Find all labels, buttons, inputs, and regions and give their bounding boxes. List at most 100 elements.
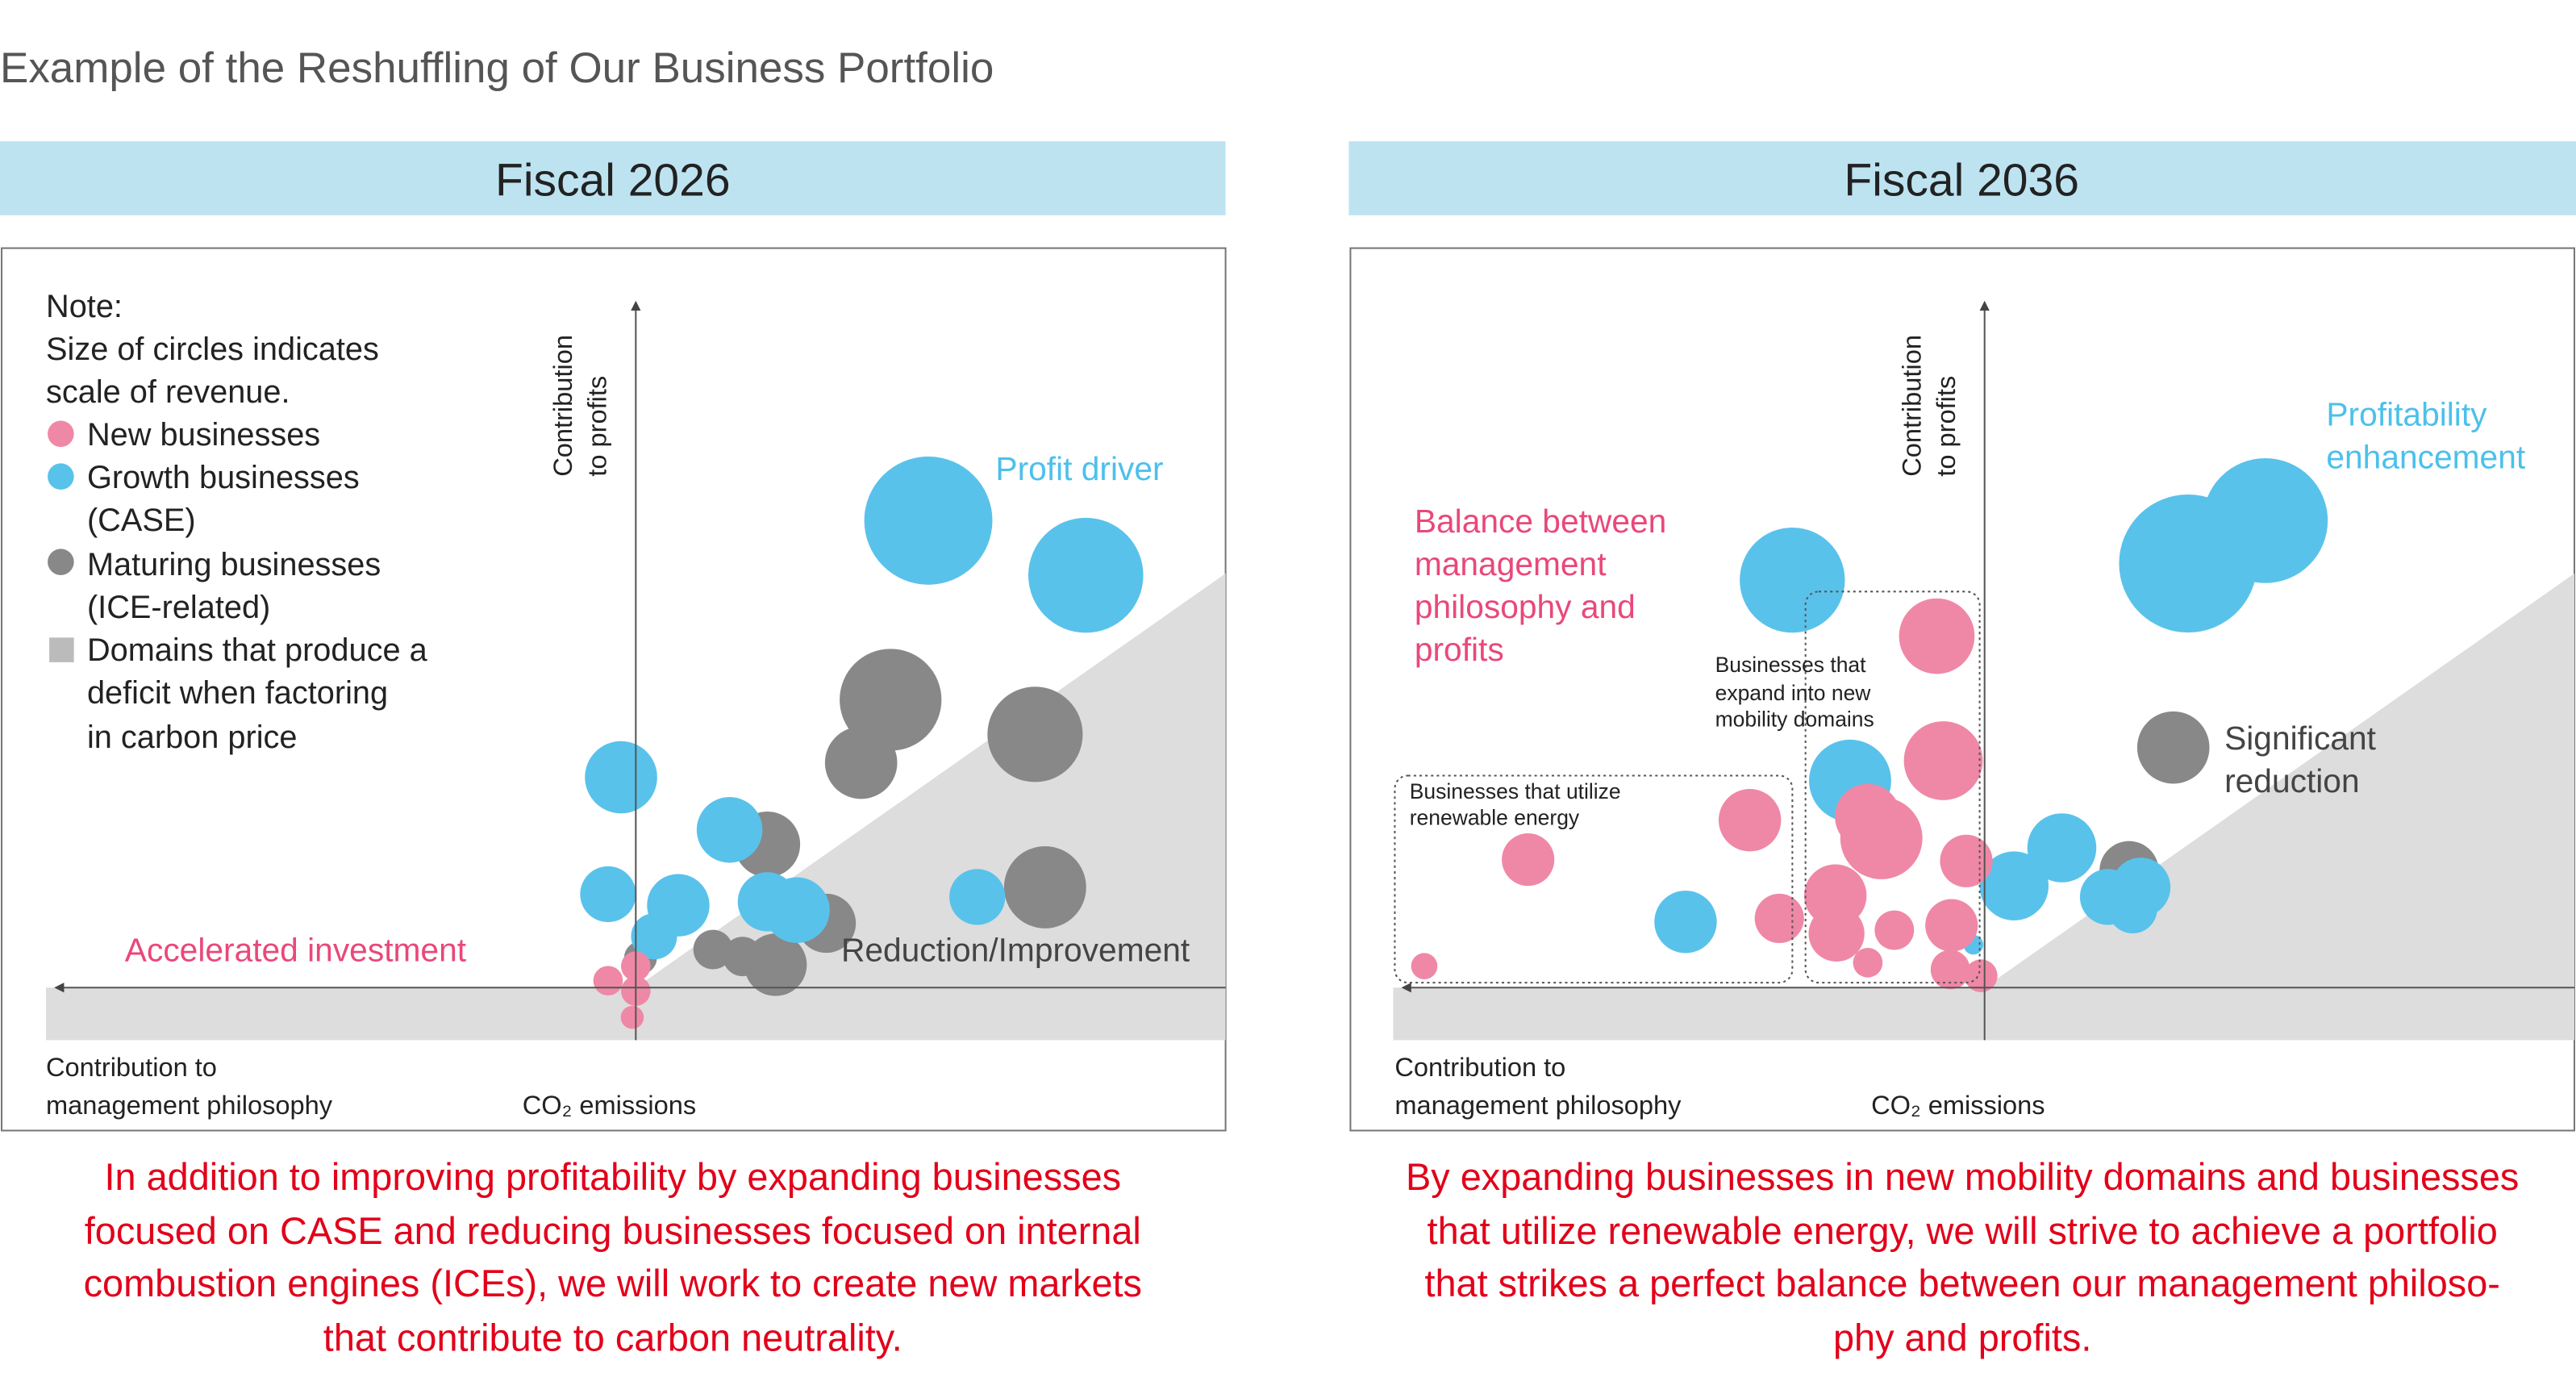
renewable-box-label: Businesses that utilize	[1410, 779, 1621, 803]
new-business-bubble	[620, 1005, 644, 1029]
growth-business-bubble	[1027, 517, 1144, 633]
co2-label-2026: CO₂ emissions	[523, 1090, 696, 1120]
deficit-region-2036	[1393, 573, 2574, 1041]
y-axis-label-2036: to profits	[1931, 376, 1961, 477]
annotation-balance: profits	[1415, 631, 1504, 668]
header-band-2036	[1348, 141, 2576, 215]
growth-business-bubble	[2107, 883, 2157, 934]
legend-growth-swatch-icon	[48, 463, 74, 490]
panel-header-2036: Fiscal 2036	[1844, 154, 2079, 206]
new-business-bubble	[1899, 598, 1975, 674]
growth-business-bubble	[2203, 457, 2328, 583]
legend: Note: Size of circles indicates scale of…	[46, 289, 428, 755]
new-business-bubble	[1930, 949, 1970, 990]
growth-business-bubble	[696, 796, 763, 863]
legend-deficit-swatch-icon	[49, 637, 74, 662]
new-business-bubble	[1502, 833, 1555, 887]
annotation-reduction-improvement: Reduction/Improvement	[841, 932, 1190, 969]
caption-line: phy and profits.	[1833, 1315, 2092, 1358]
x-axis-label-2036: Contribution to	[1394, 1052, 1565, 1082]
growth-business-bubble	[864, 456, 993, 585]
y-axis-label-2036: Contribution	[1896, 335, 1926, 477]
annotation-profitability: Profitability	[2326, 396, 2487, 433]
y-axis-label-2026: to profits	[582, 376, 612, 477]
new-business-bubble	[1835, 783, 1901, 850]
annotation-balance: management	[1415, 545, 1607, 582]
annotation-significant-reduction: Significant	[2224, 720, 2377, 757]
legend-deficit-label: Domains that produce a	[87, 632, 428, 668]
legend-note-line: scale of revenue.	[46, 374, 290, 410]
legend-maturing-swatch-icon	[48, 549, 74, 575]
mobility-box-label: mobility domains	[1715, 707, 1874, 731]
new-business-bubble	[1411, 953, 1438, 979]
maturing-business-bubble	[987, 686, 1083, 782]
growth-business-bubble	[585, 741, 657, 814]
annotation-balance: philosophy and	[1415, 588, 1636, 625]
legend-note-line: Size of circles indicates	[46, 332, 379, 367]
annotation-balance: Balance between	[1415, 503, 1666, 540]
maturing-business-bubble	[693, 929, 733, 970]
mobility-box-label: Businesses that	[1715, 653, 1867, 677]
co2-label-2036: CO₂ emissions	[1871, 1090, 2045, 1120]
maturing-business-bubble	[840, 649, 942, 751]
new-business-bubble	[1718, 789, 1782, 852]
growth-business-bubble	[764, 877, 830, 943]
annotation-accelerated-investment: Accelerated investment	[125, 932, 467, 969]
legend-growth-label: (CASE)	[87, 503, 196, 538]
caption-line: that strikes a perfect balance between o…	[1424, 1262, 2500, 1305]
growth-business-bubble	[1979, 851, 2049, 920]
legend-maturing-label: (ICE-related)	[87, 590, 270, 625]
page-title: Example of the Reshuffling of Our Busine…	[0, 44, 994, 92]
deficit-region-2026	[46, 573, 1226, 1041]
annotation-profit-driver: Profit driver	[995, 450, 1163, 487]
new-business-bubble	[1874, 910, 1915, 950]
maturing-business-bubble	[744, 933, 807, 996]
legend-maturing-label: Maturing businesses	[87, 547, 381, 582]
legend-new-swatch-icon	[48, 420, 74, 448]
caption-2026: In addition to improving profitability b…	[0, 1150, 1226, 1364]
legend-note: Note:	[46, 289, 123, 324]
caption-line: combustion engines (ICEs), we will work …	[83, 1262, 1142, 1305]
x-axis-label-2026: Contribution to	[46, 1052, 217, 1082]
caption-line: that utilize renewable energy, we will s…	[1427, 1208, 2498, 1252]
renewable-energy-box	[1394, 774, 1794, 984]
bubbles-2026	[580, 456, 1144, 1029]
caption-line: that contribute to carbon neutrality.	[323, 1315, 902, 1358]
legend-new-label: New businesses	[87, 417, 320, 453]
growth-business-bubble	[949, 869, 1006, 925]
growth-business-bubble	[580, 866, 636, 923]
maturing-business-bubble	[824, 726, 898, 799]
legend-deficit-label: in carbon price	[87, 720, 298, 755]
panel-header-2026: Fiscal 2026	[495, 154, 731, 206]
new-business-bubble	[1853, 948, 1883, 978]
mobility-box-label: expand into new	[1715, 681, 1872, 705]
y-axis-label-2026: Contribution	[548, 335, 577, 477]
renewable-box-label: renewable energy	[1410, 806, 1580, 830]
maturing-business-bubble	[2136, 711, 2210, 784]
header-band-2026	[0, 141, 1226, 215]
caption-line: In addition to improving profitability b…	[104, 1155, 1122, 1198]
annotation-significant-reduction: reduction	[2224, 762, 2360, 799]
caption-line: By expanding businesses in new mobility …	[1406, 1155, 2520, 1198]
growth-business-bubble	[1654, 891, 1717, 954]
new-business-bubble	[1808, 905, 1865, 962]
new-business-bubble	[1903, 721, 1983, 800]
new-business-bubble	[1964, 959, 1998, 993]
caption-line: focused on CASE and reducing businesses …	[84, 1208, 1141, 1252]
new-business-bubble	[1754, 893, 1804, 944]
x-axis-label-2026: management philosophy	[46, 1090, 333, 1120]
x-axis-label-2036: management philosophy	[1394, 1090, 1682, 1120]
bubbles-2036	[1411, 457, 2328, 993]
new-business-bubble	[593, 966, 623, 995]
mobility-domains-box	[1804, 591, 1981, 984]
growth-business-bubble	[631, 913, 677, 960]
caption-2036: By expanding businesses in new mobility …	[1348, 1150, 2576, 1364]
growth-business-bubble	[1740, 527, 1845, 633]
new-business-bubble	[1925, 899, 1978, 952]
annotation-profitability: enhancement	[2326, 439, 2525, 476]
maturing-business-bubble	[1003, 845, 1086, 929]
legend-growth-label: Growth businesses	[87, 460, 360, 495]
growth-business-bubble	[2027, 813, 2097, 883]
